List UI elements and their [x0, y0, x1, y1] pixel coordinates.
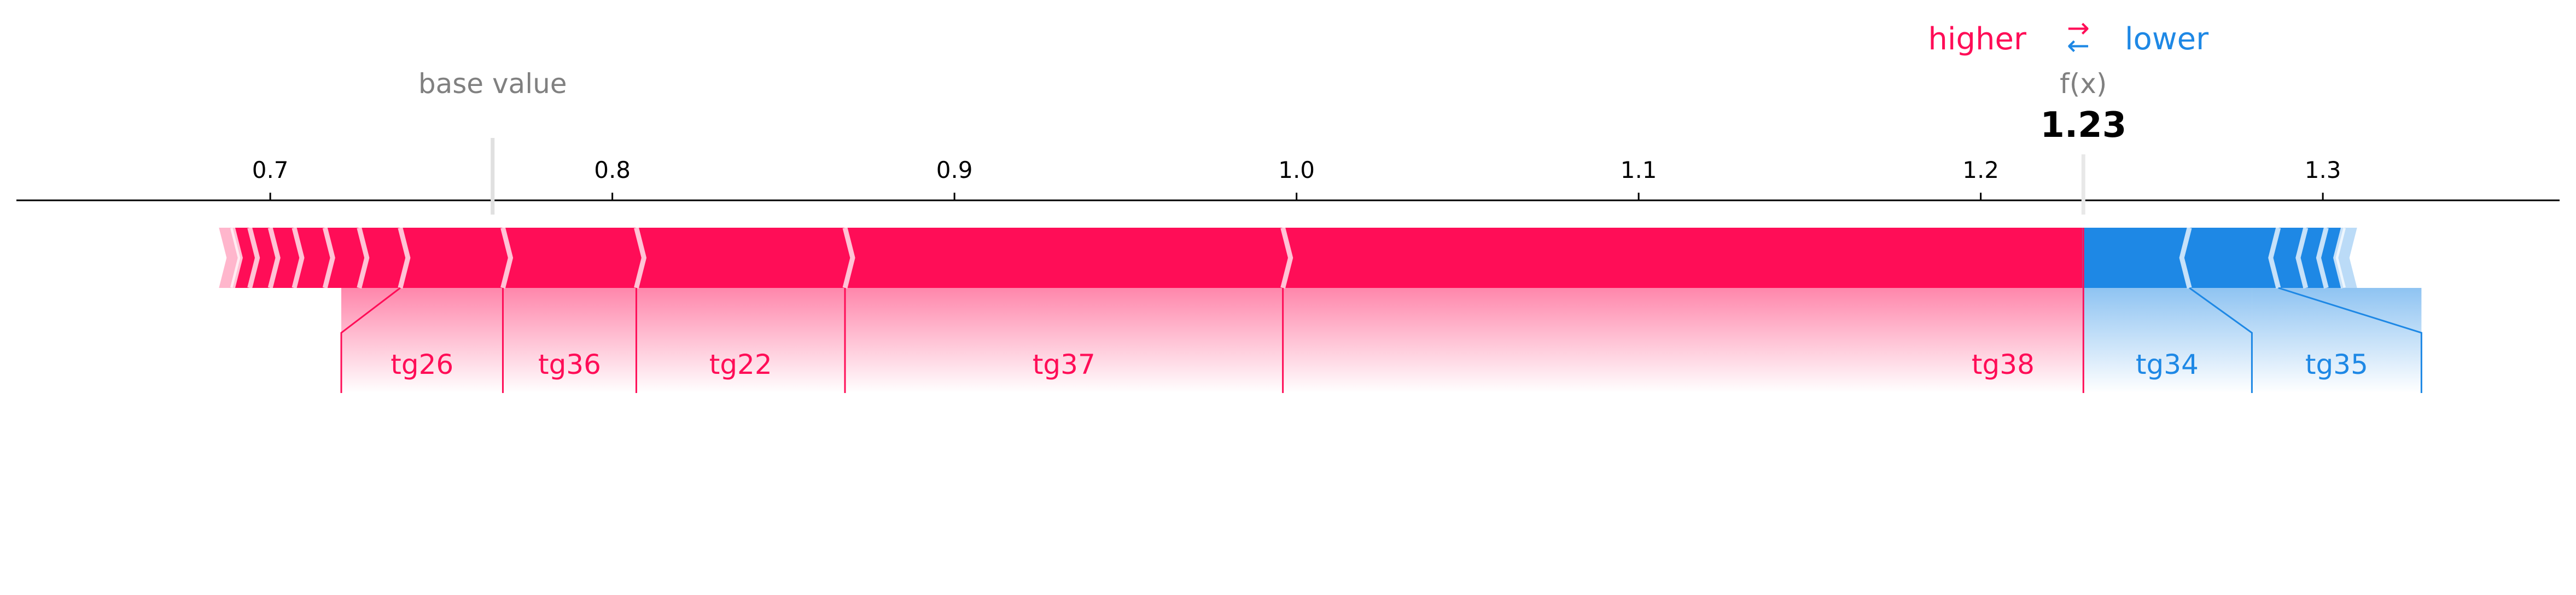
x-tick-label-3: 1.0	[1278, 157, 1315, 183]
bar-positive-tg22	[636, 228, 853, 288]
bar-negative-separator-5	[2333, 227, 2346, 289]
feature-label-tg35: tg35	[2305, 349, 2368, 380]
x-tick-label-4: 1.1	[1621, 157, 1657, 183]
label-connectors	[340, 228, 2422, 393]
base-value-label: base value	[418, 68, 567, 100]
bar-positive-separator-7	[322, 227, 335, 289]
bar-negative-separator-1	[2179, 227, 2192, 289]
bar-positive-separator-5	[398, 227, 411, 289]
bar-negative-tg34	[2082, 228, 2190, 288]
output-label: f(x)	[2060, 68, 2107, 100]
label-connector-tg35	[2278, 287, 2422, 393]
x-axis-ticks: 0.7 0.8 0.9 1.0 1.1 1.2 1.3	[252, 157, 2341, 200]
label-gradient-tg26	[341, 288, 503, 393]
bar-positive-separator-10	[247, 227, 260, 289]
bar-positive-separator-2	[842, 227, 855, 289]
bar-positive-minor-8	[270, 228, 302, 288]
bar-positive-tg37	[844, 228, 1291, 288]
label-gradient-tg22	[636, 288, 845, 393]
legend-arrow-right: →	[2067, 12, 2090, 44]
label-connector-tg34	[2189, 287, 2253, 393]
bar-positive-minor-9	[249, 228, 278, 288]
x-tick-label-0: 0.7	[252, 157, 289, 183]
bar-negative-separator-2	[2268, 227, 2281, 289]
label-gradients	[341, 288, 2422, 393]
feature-bars	[219, 227, 2357, 289]
x-tick-label-6: 1.3	[2305, 157, 2341, 183]
bar-positive-separator-4	[500, 227, 514, 289]
feature-label-tg37: tg37	[1033, 349, 1095, 380]
feature-label-tg22: tg22	[709, 349, 772, 380]
bar-negative-tg35	[2182, 228, 2278, 288]
bar-positive-tg38	[1283, 228, 2083, 288]
legend-arrow-left: ←	[2067, 30, 2090, 61]
feature-label-tg36: tg36	[538, 349, 601, 380]
bar-negative-minor-2	[2270, 228, 2306, 288]
label-gradient-tg34	[2082, 288, 2252, 393]
bar-positive-separator-6	[357, 227, 370, 289]
label-connector-tg26	[340, 287, 401, 393]
bar-positive-separator-11	[230, 227, 243, 289]
feature-labels: tg38 tg37 tg22 tg36 tg26 tg34 tg35	[391, 349, 2368, 380]
output-value: 1.23	[2040, 105, 2126, 146]
label-gradient-tg36	[503, 288, 637, 393]
bar-positive-tg36	[503, 228, 644, 288]
bar-positive-minor-5	[359, 228, 408, 288]
legend-higher: higher	[1928, 21, 2027, 57]
bar-positive-separator-1	[1280, 227, 1293, 289]
bar-positive-separator-9	[267, 227, 281, 289]
bar-negative-separator-4	[2316, 227, 2329, 289]
bar-negative-separator-3	[2295, 227, 2309, 289]
x-tick-label-1: 0.8	[594, 157, 631, 183]
feature-label-tg34: tg34	[2136, 349, 2199, 380]
bar-positive-separator-8	[292, 227, 305, 289]
x-tick-label-2: 0.9	[936, 157, 973, 183]
legend-lower: lower	[2125, 21, 2209, 57]
x-tick-label-5: 1.2	[1962, 157, 1999, 183]
label-gradient-tg37	[844, 288, 1283, 393]
feature-label-tg26: tg26	[391, 349, 453, 380]
bar-positive-minor-7	[294, 228, 333, 288]
bar-positive-tg26	[400, 228, 511, 288]
bar-negative-minor-3	[2298, 228, 2327, 288]
bar-positive-separator-3	[634, 227, 647, 289]
bar-positive-minor-6	[325, 228, 367, 288]
feature-label-tg38: tg38	[1972, 349, 2035, 380]
label-gradient-tg38	[1283, 288, 2083, 393]
